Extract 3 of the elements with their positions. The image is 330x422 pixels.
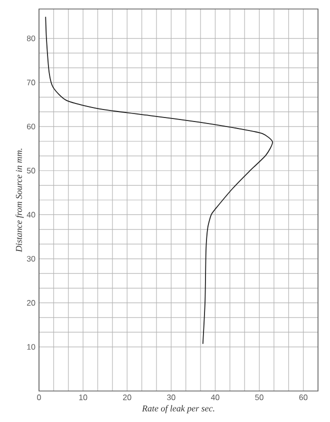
x-axis-title: Rate of leak per sec. xyxy=(142,405,214,414)
line-series xyxy=(45,16,273,344)
y-axis-title: Distance from Source in mm. xyxy=(16,148,24,252)
